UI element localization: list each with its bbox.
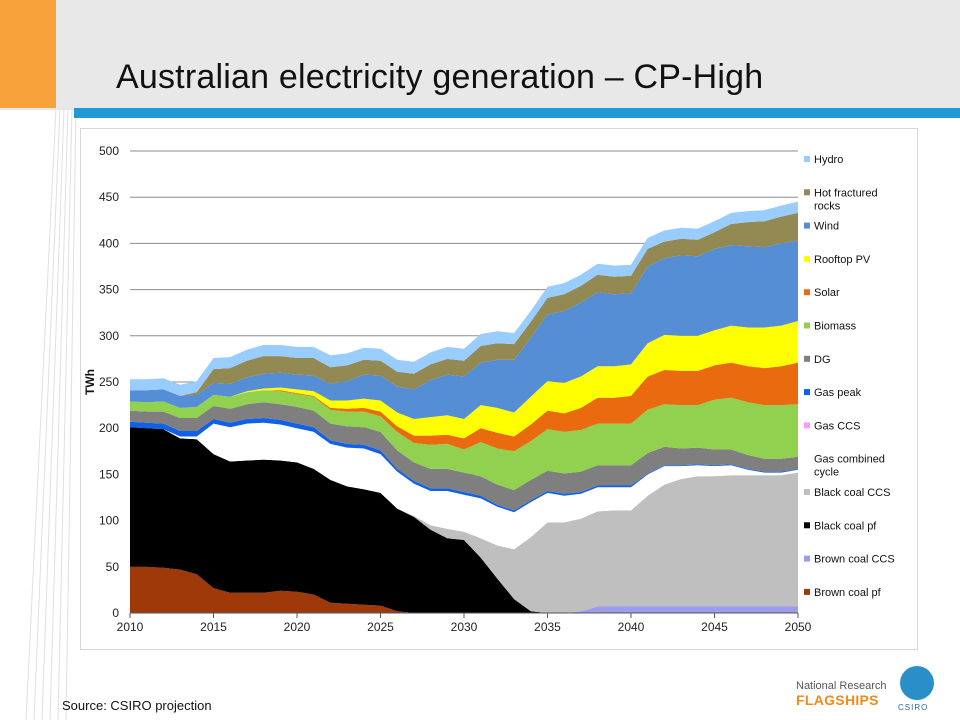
series-area: [130, 240, 798, 419]
x-tick-label: 2035: [534, 620, 561, 634]
legend-label: Hot fractured: [814, 187, 878, 199]
legend-label: Biomass: [814, 321, 857, 333]
legend-label: Solar: [814, 287, 840, 299]
legend-swatch: [804, 588, 810, 595]
y-tick-label: 450: [99, 190, 119, 204]
series-area: [130, 321, 798, 439]
csiro-badge-text: CSIRO: [898, 703, 929, 712]
generation-chart: 0 50 100 150 200 250 300 350 400 450 500 2010 2015 20…: [83, 144, 895, 634]
legend-swatch: [804, 555, 810, 562]
legend-label: Hydro: [814, 154, 843, 166]
legend-label: Black coal pf: [814, 520, 877, 532]
x-tick-label: 2045: [701, 620, 728, 634]
series-area: [130, 212, 798, 396]
series-area: [130, 427, 798, 613]
legend-swatch: [804, 222, 810, 229]
y-tick-label: 300: [99, 329, 119, 343]
legend-label: Brown coal pf: [814, 587, 882, 599]
y-tick-label: 500: [99, 144, 119, 158]
series-area: [130, 566, 798, 613]
legend-swatch: [804, 389, 810, 396]
page-title: Australian electricity generation – CP-H…: [116, 58, 764, 96]
legend-label: DG: [814, 354, 831, 366]
legend-label: Gas CCS: [814, 420, 860, 432]
legend-swatch: [804, 322, 810, 329]
y-axis-label: TWh: [83, 369, 97, 395]
legend-label: Gas combined: [814, 454, 885, 466]
legend-label: Black coal CCS: [814, 487, 890, 499]
logo-text-line1: National Research: [796, 680, 887, 692]
header-band: [0, 0, 960, 110]
logo-text-line2: FLAGSHIPS: [796, 692, 879, 708]
series-area: [130, 402, 798, 511]
legend-swatch: [803, 455, 811, 463]
legend-label: Gas peak: [814, 387, 862, 399]
source-note: Source: CSIRO projection: [62, 698, 212, 713]
legend-swatch: [804, 422, 810, 429]
y-tick-label: 100: [99, 514, 119, 528]
decorative-lines: [25, 107, 77, 720]
x-tick-label: 2050: [785, 620, 812, 634]
legend-swatch: [804, 289, 810, 296]
series-area: [130, 422, 798, 550]
csiro-badge-icon: [900, 666, 934, 700]
header-divider: [74, 108, 960, 118]
legend-swatch: [804, 522, 810, 529]
y-tick-label: 150: [99, 467, 119, 481]
legend-swatch: [804, 255, 810, 262]
y-tick-label: 250: [99, 375, 119, 389]
x-tick-label: 2040: [618, 620, 645, 634]
y-tick-label: 350: [99, 283, 119, 297]
x-tick-label: 2020: [284, 620, 311, 634]
legend-label: cycle: [814, 467, 839, 479]
flagships-logo: National Research FLAGSHIPS CSIRO: [796, 664, 946, 716]
series-area: [130, 418, 798, 513]
x-tick-label: 2015: [200, 620, 227, 634]
header-accent-tab: [0, 0, 56, 108]
x-tick-label: 2030: [451, 620, 478, 634]
x-tick-label: 2010: [117, 620, 144, 634]
legend-swatch: [804, 355, 810, 362]
series-area: [130, 201, 798, 396]
y-tick-label: 400: [99, 236, 119, 250]
series-area: [130, 427, 798, 613]
legend-label: Brown coal CCS: [814, 554, 895, 566]
series-area: [130, 362, 798, 452]
series-area: [130, 566, 798, 613]
legend-label: Wind: [814, 221, 839, 233]
legend-label: Rooftop PV: [814, 254, 871, 266]
legend-label: rocks: [814, 200, 841, 212]
series-area: [130, 390, 798, 491]
x-tick-label: 2025: [367, 620, 394, 634]
legend-swatch: [804, 489, 810, 495]
y-tick-label: 50: [106, 560, 120, 574]
legend-swatch: [804, 156, 810, 162]
y-tick-label: 200: [99, 421, 119, 435]
legend-swatch: [804, 189, 810, 196]
y-tick-label: 0: [112, 606, 119, 620]
